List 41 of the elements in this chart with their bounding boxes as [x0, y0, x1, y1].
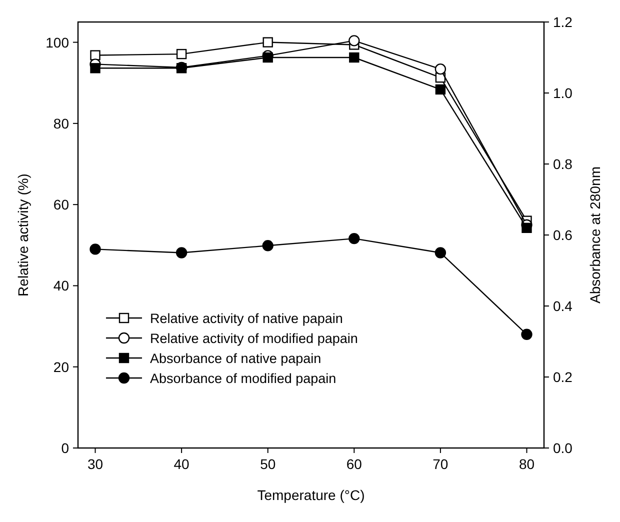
x-tick-label: 40: [174, 456, 190, 472]
x-tick-label: 60: [346, 456, 362, 472]
y-tick-label: 80: [53, 115, 70, 132]
point: [262, 240, 274, 252]
y-tick-label: 100: [46, 34, 70, 50]
x-tick-label: 30: [87, 456, 104, 472]
y2-tick-label: 0.2: [553, 369, 573, 385]
point: [348, 35, 360, 46]
y2-tick-label: 0.8: [553, 156, 573, 172]
point: [434, 247, 446, 258]
point: [434, 63, 446, 75]
point: [262, 37, 273, 48]
point: [522, 222, 532, 233]
point: [521, 328, 532, 340]
x-axis-title: Temperature (°C): [257, 487, 365, 503]
point: [176, 48, 187, 60]
point: [349, 52, 360, 63]
y2-tick-label: 0.0: [553, 440, 573, 456]
y-axis-title: Relative activity (%): [15, 174, 31, 296]
y-tick-label: 0: [61, 440, 70, 456]
legend-label: Absorbance of modified papain: [150, 371, 336, 386]
point: [435, 84, 446, 95]
y-tick-label: 40: [53, 278, 70, 294]
point: [90, 50, 100, 60]
legend-label: Relative activity of native papain: [150, 311, 343, 326]
point: [176, 247, 188, 258]
y-tick-label: 60: [53, 196, 70, 213]
legend-label: Relative activity of modified papain: [150, 331, 358, 346]
y2-tick-label: 1.0: [553, 85, 573, 101]
x-tick-label: 50: [260, 456, 276, 472]
point: [90, 63, 100, 74]
y-tick-label: 20: [53, 358, 70, 375]
point: [348, 232, 360, 244]
y2-tick-label: 0.4: [553, 298, 573, 314]
y2-tick-label: 0.6: [553, 227, 573, 243]
legend-label: Absorbance of native papain: [150, 351, 322, 366]
y2-axis-title: Absorbance at 280nm: [587, 166, 603, 304]
point: [90, 244, 101, 255]
y2-tick-label: 1.2: [553, 14, 573, 30]
x-tick-label: 80: [518, 456, 535, 472]
x-tick-label: 70: [432, 456, 448, 472]
